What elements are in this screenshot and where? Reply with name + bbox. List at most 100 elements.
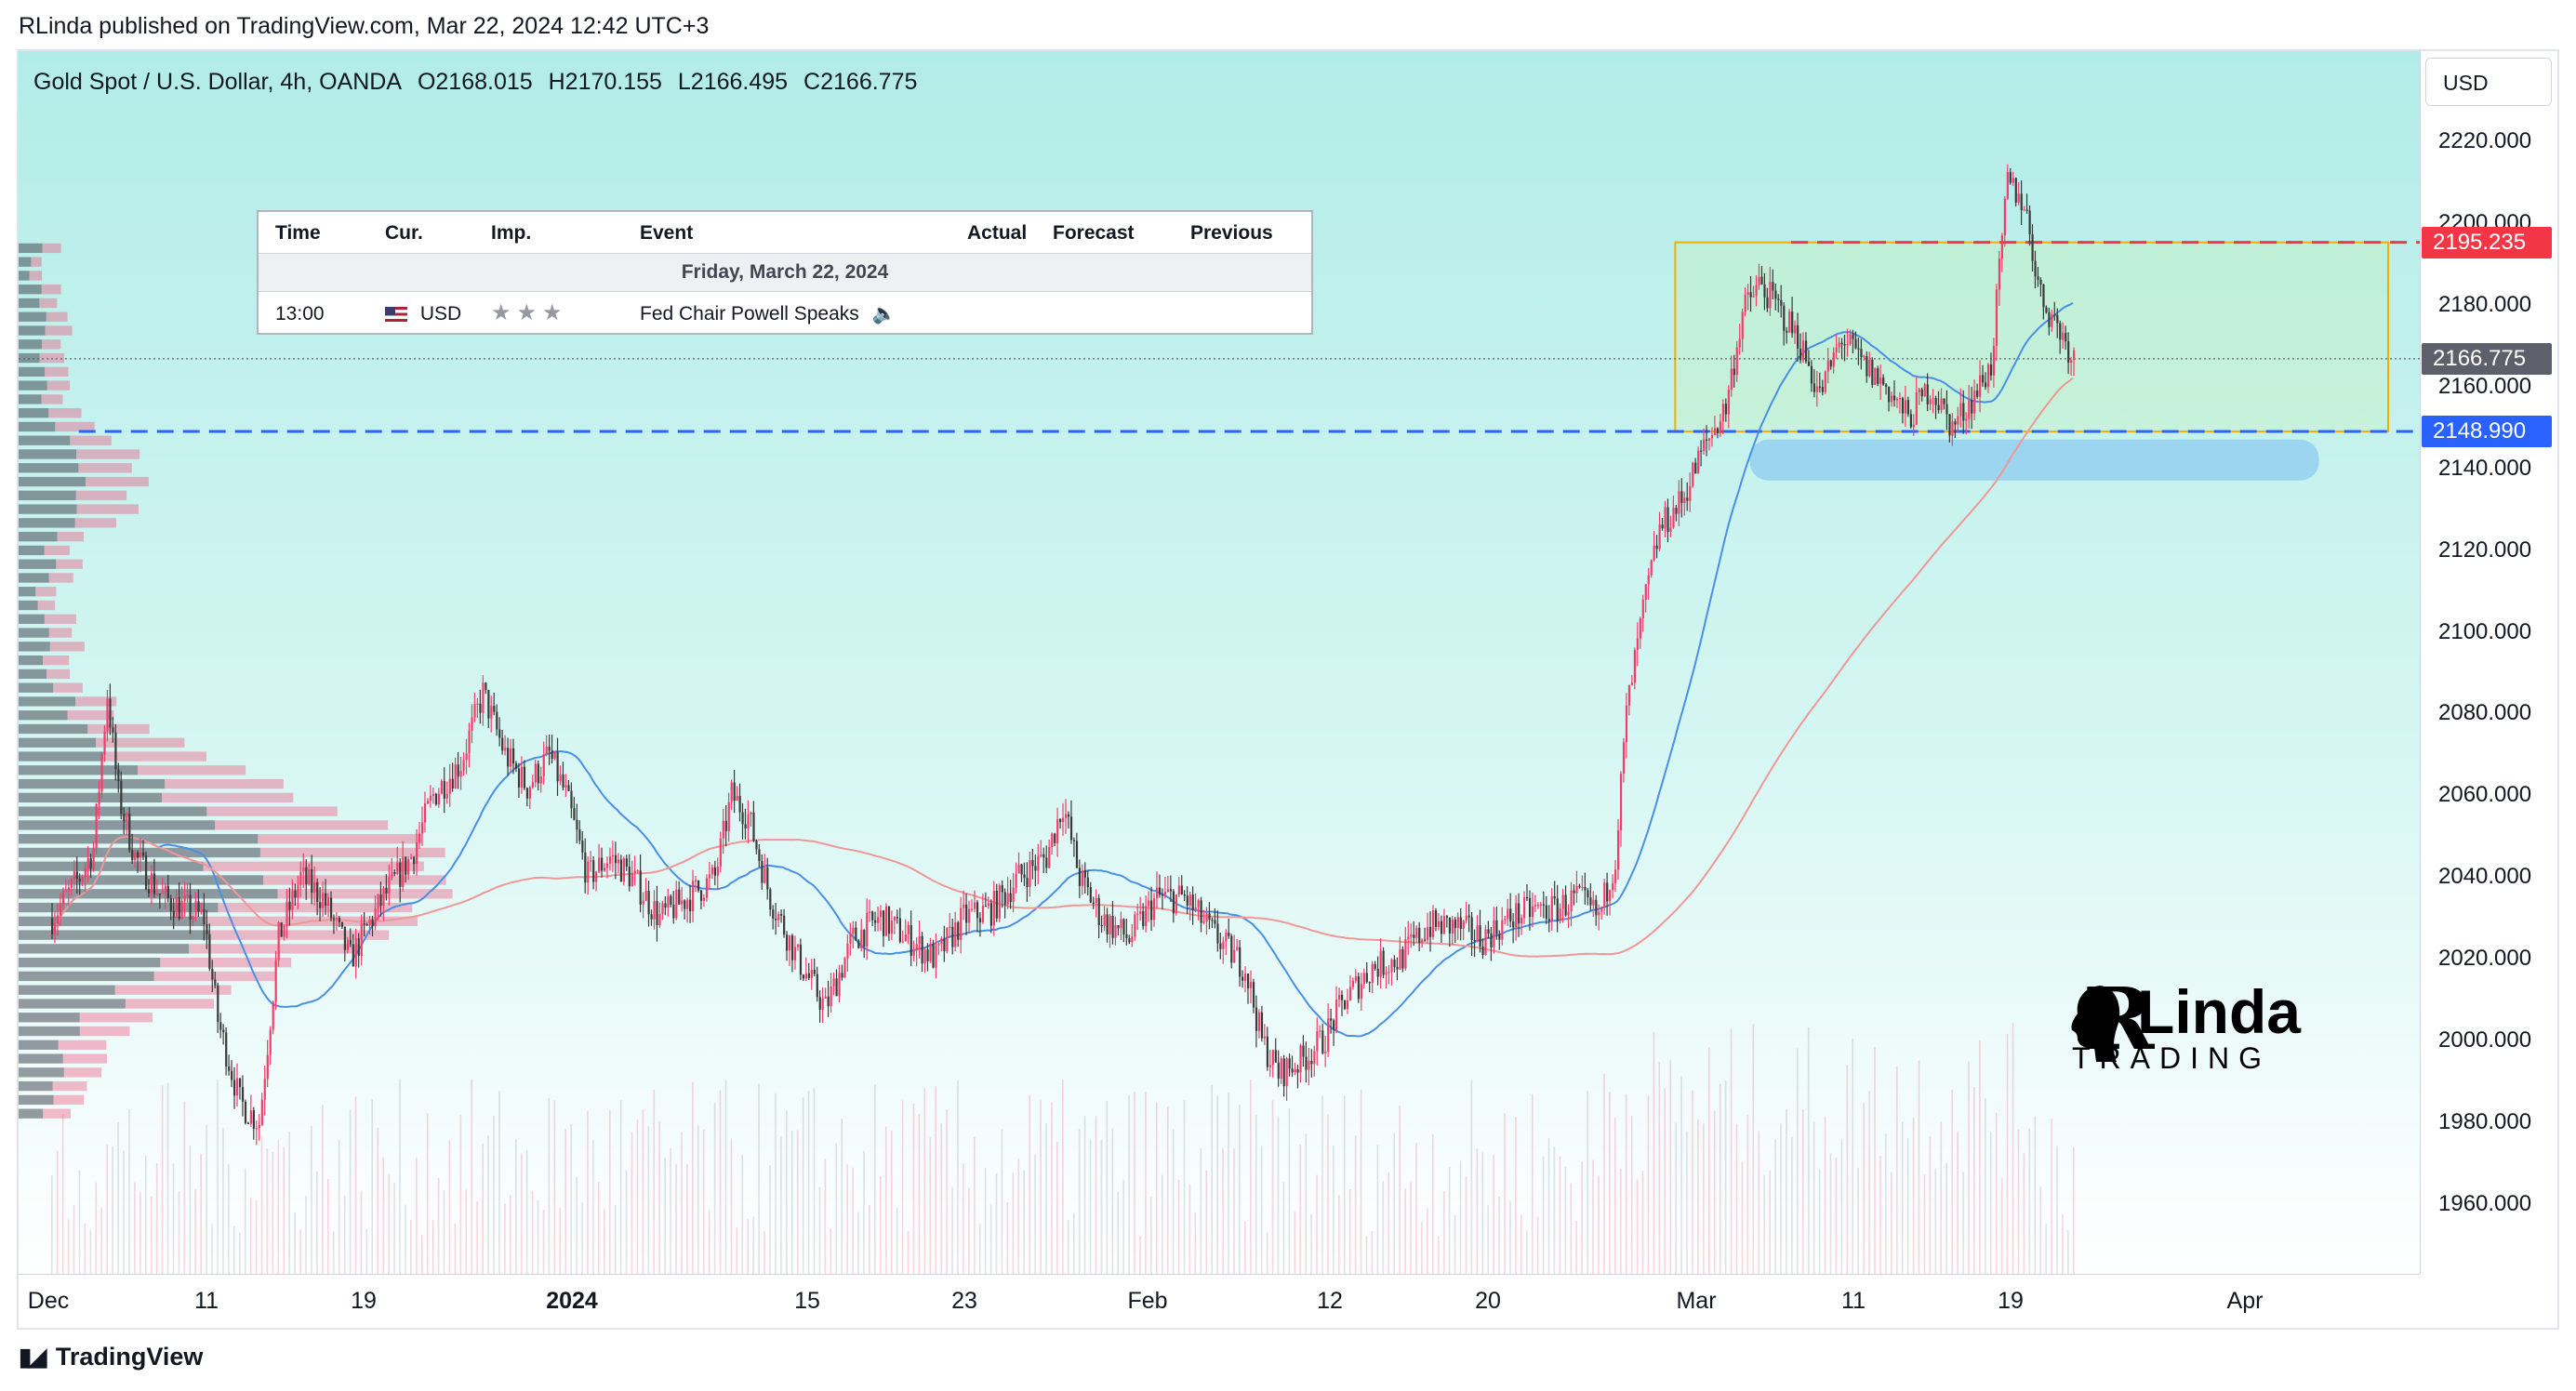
- volume-bar: [625, 1170, 628, 1274]
- candle-body: [407, 858, 410, 875]
- profile-row-up: [56, 559, 83, 569]
- price-tick-label: 2180.000: [2438, 291, 2532, 317]
- candle-body: [214, 979, 217, 986]
- speaker-icon[interactable]: 🔈: [871, 303, 896, 325]
- candle-body: [120, 780, 123, 815]
- profile-row-down: [19, 600, 38, 611]
- candle-body: [1614, 869, 1617, 883]
- volume-bar: [1509, 1200, 1511, 1274]
- candle-body: [1064, 814, 1068, 818]
- volume-bar: [978, 1224, 981, 1274]
- candle-body: [542, 754, 545, 777]
- profile-row-up: [39, 352, 65, 364]
- calendar-row[interactable]: 13:00 USD ★★★ Fed Chair Powell Speaks 🔈: [259, 292, 1311, 333]
- tradingview-footer[interactable]: ▮◢ TradingView: [19, 1343, 203, 1371]
- volume-bar: [598, 1182, 600, 1274]
- volume-bar: [189, 1146, 192, 1274]
- candle-body: [1089, 887, 1092, 903]
- candle-body: [855, 927, 857, 941]
- candle-body: [377, 894, 379, 909]
- candle-body: [1528, 897, 1532, 918]
- calendar-day: Friday, March 22, 2024: [259, 254, 1311, 292]
- volume-bar: [2000, 1178, 2003, 1274]
- candle-body: [1694, 462, 1697, 474]
- time-axis[interactable]: [19, 1274, 2420, 1329]
- profile-row-down: [19, 298, 40, 309]
- candle-body: [61, 891, 65, 905]
- candle-body: [371, 919, 374, 927]
- candle-body: [172, 910, 175, 918]
- candle-body: [1244, 974, 1247, 981]
- candle-body: [636, 870, 639, 872]
- candle-body: [1456, 917, 1459, 929]
- candle-body: [1584, 887, 1587, 891]
- candle-body: [186, 894, 189, 896]
- candle-body: [907, 924, 910, 934]
- candle-body: [587, 861, 590, 883]
- support-price-tag: 2148.990: [2422, 416, 2552, 448]
- candle-body: [1346, 1000, 1349, 1010]
- candle-body: [1998, 258, 2001, 290]
- volume-bar: [322, 1105, 324, 1274]
- volume-bar: [1062, 1080, 1064, 1274]
- volume-bar: [2056, 1146, 2058, 1274]
- candle-body: [2039, 279, 2042, 285]
- candle-body: [747, 814, 750, 828]
- candle-body: [448, 778, 451, 794]
- candle-body: [1437, 921, 1441, 927]
- candle-body: [1100, 924, 1103, 927]
- candle-body: [402, 856, 405, 887]
- candle-body: [1857, 348, 1860, 350]
- candle-body: [53, 923, 57, 934]
- candle-body: [570, 790, 573, 809]
- candle-body: [189, 894, 192, 920]
- candle-body: [1316, 1031, 1319, 1052]
- candle-body: [1136, 913, 1139, 915]
- volume-bar: [448, 1140, 451, 1274]
- candle-body: [485, 682, 487, 691]
- volume-bar: [1786, 1109, 1787, 1274]
- candle-body: [1054, 833, 1056, 843]
- date-tick-label: 15: [794, 1288, 820, 1314]
- candle-body: [1429, 926, 1432, 937]
- volume-bar: [1470, 1080, 1473, 1274]
- candle-body: [316, 881, 319, 903]
- volume-bar: [1801, 1108, 1804, 1274]
- candle-body: [1619, 774, 1623, 831]
- volume-bar: [553, 1100, 556, 1274]
- volume-bar: [830, 1228, 832, 1274]
- currency-button[interactable]: USD: [2425, 58, 2552, 106]
- volume-bar: [786, 1110, 788, 1274]
- candle-body: [1600, 907, 1603, 912]
- candle-body: [1904, 400, 1907, 414]
- candle-body: [998, 884, 1001, 919]
- candle-body: [1233, 949, 1236, 963]
- candle-body: [960, 907, 963, 940]
- candle-body: [647, 891, 650, 915]
- volume-bar: [1962, 1172, 1964, 1274]
- candle-body: [1661, 524, 1664, 529]
- volume-bar: [1194, 1212, 1197, 1274]
- volume-bar: [2051, 1119, 2052, 1274]
- candle-body: [1222, 941, 1225, 949]
- candle-body: [305, 867, 308, 885]
- moving-averages: [50, 301, 2074, 1038]
- candle-body: [752, 812, 755, 841]
- candle-body: [1655, 545, 1658, 550]
- candle-body: [595, 871, 598, 882]
- volume-bar: [918, 1114, 921, 1274]
- profile-row-up: [57, 531, 85, 542]
- candle-body: [1396, 967, 1399, 970]
- candle-body: [1934, 398, 1937, 405]
- candle-body: [578, 829, 581, 841]
- candle-body: [1801, 340, 1805, 361]
- candle-body: [1153, 897, 1156, 921]
- candle-body: [479, 703, 482, 713]
- candle-body: [1374, 963, 1376, 969]
- candle-body: [1772, 282, 1774, 291]
- candle-body: [1075, 841, 1079, 868]
- candle-body: [738, 796, 741, 813]
- candle-body: [877, 917, 880, 923]
- volume-bar: [1382, 1181, 1385, 1274]
- candle-body: [1871, 359, 1874, 386]
